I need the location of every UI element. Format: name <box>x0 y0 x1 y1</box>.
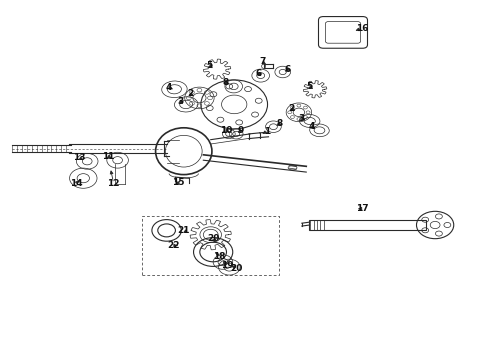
Text: 1: 1 <box>264 127 270 136</box>
Text: 21: 21 <box>177 226 190 235</box>
Text: 12: 12 <box>107 179 120 188</box>
Text: 22: 22 <box>168 241 180 250</box>
Text: 7: 7 <box>259 57 266 66</box>
Text: 2: 2 <box>187 89 193 98</box>
Text: 17: 17 <box>356 204 369 213</box>
Text: 14: 14 <box>70 179 82 188</box>
Text: 9: 9 <box>238 126 245 135</box>
Text: 16: 16 <box>356 23 369 32</box>
Text: 11: 11 <box>102 152 115 161</box>
Text: 5: 5 <box>307 82 313 91</box>
Text: 3: 3 <box>299 113 305 122</box>
Text: 4: 4 <box>308 122 315 131</box>
Text: 8: 8 <box>276 120 282 129</box>
Text: 5: 5 <box>207 61 213 70</box>
Text: 19: 19 <box>220 261 233 270</box>
Text: 4: 4 <box>166 83 172 91</box>
Text: 13: 13 <box>73 153 86 162</box>
Text: 10: 10 <box>220 126 233 135</box>
Text: 6: 6 <box>285 65 291 74</box>
Text: 20: 20 <box>230 264 243 273</box>
Text: 8: 8 <box>222 77 228 86</box>
Text: 15: 15 <box>172 178 184 187</box>
Text: 6: 6 <box>255 69 261 78</box>
Text: 20: 20 <box>207 234 220 243</box>
Text: 18: 18 <box>213 252 226 261</box>
Text: 2: 2 <box>289 104 294 113</box>
Text: 3: 3 <box>177 97 183 106</box>
